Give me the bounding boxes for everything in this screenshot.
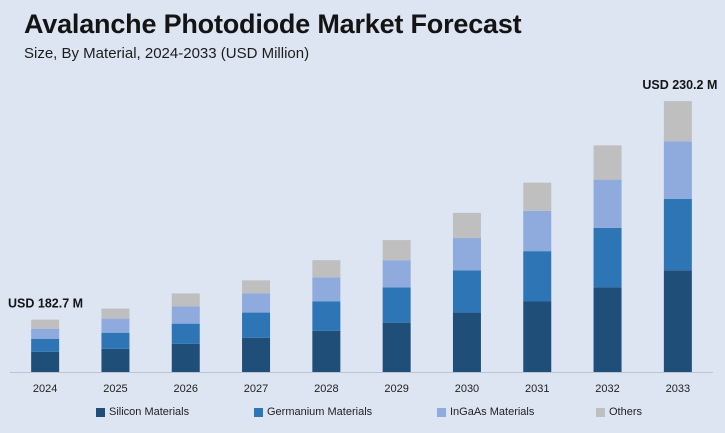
x-tick-label: 2026 <box>174 383 198 395</box>
legend-swatch <box>254 407 263 417</box>
bar-segment-2030-2 <box>452 270 481 313</box>
bar-segment-2029-2 <box>382 287 411 323</box>
bar-segment-2027-3 <box>242 293 271 313</box>
bar-segment-2031-4 <box>523 182 552 211</box>
bar-segment-2024-3 <box>31 328 60 339</box>
bar-segment-2031-3 <box>523 210 552 252</box>
x-tick-label: 2029 <box>384 383 408 395</box>
x-tick-label: 2032 <box>595 383 619 395</box>
legend-label: Others <box>609 406 643 418</box>
bar-segment-2032-3 <box>593 179 622 228</box>
legend-swatch <box>596 407 605 417</box>
bar-segment-2033-3 <box>663 141 692 199</box>
x-tick-label: 2027 <box>244 383 268 395</box>
bar-segment-2033-2 <box>663 198 692 271</box>
bar-segment-2033-1 <box>663 270 692 372</box>
data-annotation: USD 182.7 M <box>8 297 83 311</box>
legend-label: InGaAs Materials <box>450 406 535 418</box>
chart-legend: Silicon Materials Germanium Materials InGa… <box>0 406 725 424</box>
bar-segment-2031-2 <box>523 251 552 302</box>
legend-item: Others <box>596 406 642 418</box>
bar-segment-2024-4 <box>31 319 60 329</box>
legend-swatch <box>437 407 446 417</box>
bar-segment-2030-4 <box>452 212 481 239</box>
bar-segment-2027-1 <box>242 337 271 372</box>
x-tick-label: 2028 <box>314 383 338 395</box>
bar-segment-2025-4 <box>101 308 130 319</box>
bar-segment-2027-4 <box>242 280 271 294</box>
bar-segment-2028-3 <box>312 277 341 302</box>
bar-segment-2026-1 <box>171 343 200 372</box>
bar-segment-2032-4 <box>593 145 622 180</box>
legend-item: Germanium Materials <box>254 406 372 418</box>
chart-subtitle: Size, By Material, 2024-2033 (USD Millio… <box>24 45 310 62</box>
bar-segment-2026-2 <box>171 323 200 344</box>
bar-segment-2032-1 <box>593 287 622 372</box>
legend-item: Silicon Materials <box>96 406 189 418</box>
bar-segment-2024-1 <box>31 351 60 372</box>
bar-segment-2026-3 <box>171 306 200 324</box>
legend-label: Germanium Materials <box>267 406 373 418</box>
legend-item: InGaAs Materials <box>437 406 534 418</box>
bar-segment-2025-3 <box>101 318 130 333</box>
chart-title: Avalanche Photodiode Market Forecast <box>24 9 522 39</box>
bar-segment-2028-2 <box>312 301 341 331</box>
x-tick-label: 2024 <box>33 383 57 395</box>
bar-segment-2030-1 <box>452 312 481 372</box>
x-tick-label: 2030 <box>455 383 479 395</box>
bar-segment-2028-4 <box>312 260 341 278</box>
bar-segment-2028-1 <box>312 330 341 372</box>
bar-segment-2025-2 <box>101 332 130 349</box>
bar-segment-2025-1 <box>101 348 130 372</box>
bar-segment-2024-2 <box>31 338 60 352</box>
bar-segment-2029-4 <box>382 240 411 261</box>
bar-segment-2027-2 <box>242 312 271 338</box>
bar-segment-2030-3 <box>452 238 481 271</box>
bar-segment-2029-1 <box>382 322 411 372</box>
bar-segment-2031-1 <box>523 301 552 372</box>
x-tick-label: 2033 <box>666 383 690 395</box>
bar-segment-2026-4 <box>171 293 200 307</box>
legend-swatch <box>96 407 105 417</box>
bar-segment-2033-4 <box>663 101 692 142</box>
x-tick-label: 2031 <box>525 383 549 395</box>
data-annotation: USD 230.2 M <box>642 78 717 92</box>
legend-label: Silicon Materials <box>109 406 190 418</box>
bar-segment-2029-3 <box>382 260 411 288</box>
x-tick-label: 2025 <box>103 383 127 395</box>
bar-segment-2032-2 <box>593 227 622 288</box>
